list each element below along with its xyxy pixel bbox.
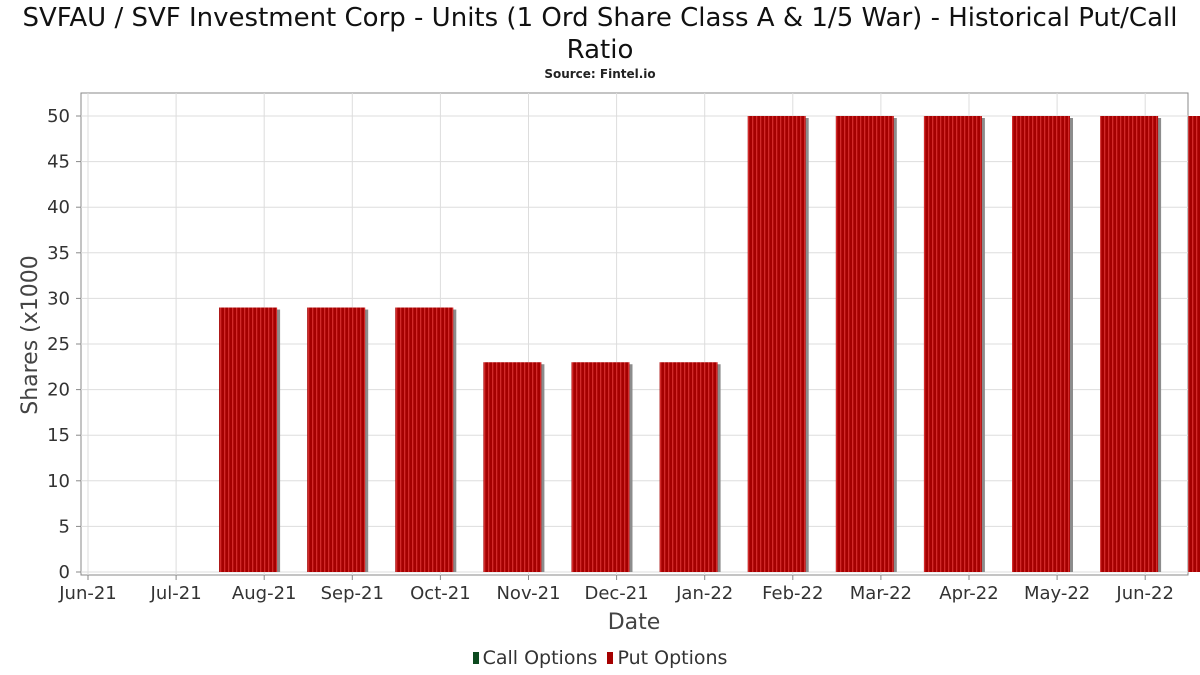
put-bar xyxy=(571,362,630,572)
chart-subtitle: Source: Fintel.io xyxy=(544,67,656,81)
x-axis-title: Date xyxy=(608,610,661,635)
x-tick-label: Aug-21 xyxy=(232,583,297,604)
x-tick-label: Jun-22 xyxy=(1115,583,1174,604)
call-swatch xyxy=(472,652,479,664)
y-tick-label: 5 xyxy=(59,516,70,537)
put-swatch xyxy=(607,652,614,664)
y-tick-label: 30 xyxy=(47,288,70,309)
legend-item-call: Call Options xyxy=(472,647,598,669)
x-tick-label: Mar-22 xyxy=(850,583,912,604)
x-tick-label: Oct-21 xyxy=(410,583,471,604)
y-tick-label: 0 xyxy=(59,562,70,583)
x-tick-label: Jun-21 xyxy=(58,583,117,604)
y-axis-title: Shares (x1000 xyxy=(18,255,43,415)
x-tick-label: Nov-21 xyxy=(496,583,560,604)
y-tick-label: 25 xyxy=(47,334,70,355)
x-tick-label: May-22 xyxy=(1024,583,1090,604)
legend-item-put: Put Options xyxy=(607,647,727,669)
put-bar xyxy=(659,362,718,572)
y-tick-label: 40 xyxy=(47,197,70,218)
y-tick-label: 50 xyxy=(47,106,70,127)
chart-title: SVFAU / SVF Investment Corp - Units (1 O… xyxy=(22,3,1178,65)
put-bar xyxy=(747,116,806,572)
y-tick-label: 45 xyxy=(47,152,70,173)
put-bar xyxy=(1012,116,1070,572)
put-bar xyxy=(219,307,278,572)
x-tick-label: Apr-22 xyxy=(939,583,998,604)
legend-label-call: Call Options xyxy=(482,647,598,669)
x-tick-label: Feb-22 xyxy=(762,583,823,604)
y-tick-label: 15 xyxy=(47,425,70,446)
put-bar xyxy=(483,362,542,572)
chart-plot: 0 5 10 15 20 25 30 35 40 45 50 Jun-21 Jul-21 Aug-21 Se… xyxy=(18,92,1200,635)
y-tick-label: 10 xyxy=(47,471,70,492)
bars-layer xyxy=(219,116,1200,572)
x-tick-label: Jul-21 xyxy=(150,583,202,604)
y-tick-label: 20 xyxy=(47,380,70,401)
chart-legend: Call Options Put Options xyxy=(0,647,1200,669)
x-tick-label: Dec-21 xyxy=(584,583,648,604)
put-bar xyxy=(1100,116,1159,572)
legend-label-put: Put Options xyxy=(617,647,728,669)
x-tick-label: Sep-21 xyxy=(321,583,384,604)
y-tick-label: 35 xyxy=(47,243,70,264)
put-bar xyxy=(1188,116,1200,572)
x-tick-label: Jan-22 xyxy=(675,583,733,604)
put-bar xyxy=(835,116,894,572)
put-bar xyxy=(307,307,366,572)
put-bar xyxy=(923,116,982,572)
put-bar xyxy=(395,307,454,572)
axis-layer: 0 5 10 15 20 25 30 35 40 45 50 Jun-21 Jul-21 Aug-21 Se… xyxy=(47,106,1174,604)
